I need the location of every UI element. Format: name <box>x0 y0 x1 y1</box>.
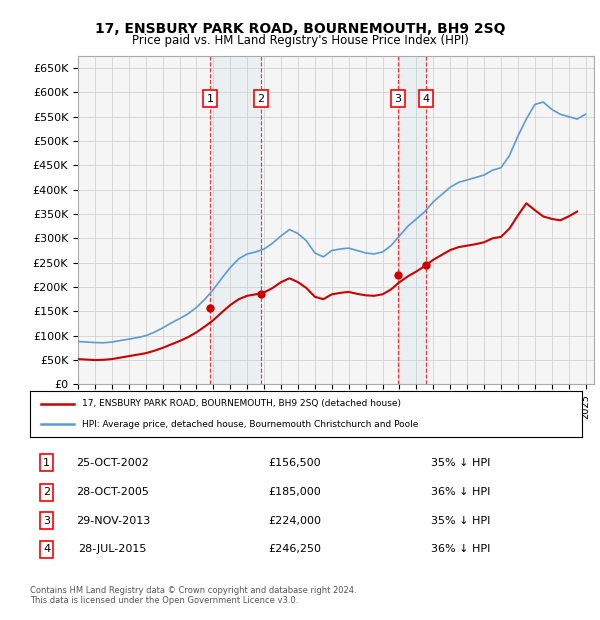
Bar <box>210 56 261 384</box>
Text: 2: 2 <box>43 487 50 497</box>
Text: £185,000: £185,000 <box>269 487 322 497</box>
Bar <box>398 56 426 384</box>
Text: 28-OCT-2005: 28-OCT-2005 <box>76 487 149 497</box>
Text: £224,000: £224,000 <box>268 516 322 526</box>
Text: 25-OCT-2002: 25-OCT-2002 <box>76 458 149 467</box>
Text: £246,250: £246,250 <box>268 544 322 554</box>
Text: 3: 3 <box>394 94 401 104</box>
Text: 35% ↓ HPI: 35% ↓ HPI <box>431 458 490 467</box>
Text: 17, ENSBURY PARK ROAD, BOURNEMOUTH, BH9 2SQ (detached house): 17, ENSBURY PARK ROAD, BOURNEMOUTH, BH9 … <box>82 399 401 408</box>
Text: 1: 1 <box>207 94 214 104</box>
Text: HPI: Average price, detached house, Bournemouth Christchurch and Poole: HPI: Average price, detached house, Bour… <box>82 420 419 428</box>
Text: Price paid vs. HM Land Registry's House Price Index (HPI): Price paid vs. HM Land Registry's House … <box>131 34 469 47</box>
Text: 36% ↓ HPI: 36% ↓ HPI <box>431 487 490 497</box>
Text: 4: 4 <box>422 94 430 104</box>
Text: 4: 4 <box>43 544 50 554</box>
Text: 3: 3 <box>43 516 50 526</box>
Text: 29-NOV-2013: 29-NOV-2013 <box>76 516 150 526</box>
Text: 2: 2 <box>257 94 265 104</box>
Text: Contains HM Land Registry data © Crown copyright and database right 2024.
This d: Contains HM Land Registry data © Crown c… <box>30 586 356 605</box>
Text: 17, ENSBURY PARK ROAD, BOURNEMOUTH, BH9 2SQ: 17, ENSBURY PARK ROAD, BOURNEMOUTH, BH9 … <box>95 22 505 36</box>
Text: 1: 1 <box>43 458 50 467</box>
Text: £156,500: £156,500 <box>269 458 321 467</box>
Text: 35% ↓ HPI: 35% ↓ HPI <box>431 516 490 526</box>
Text: 28-JUL-2015: 28-JUL-2015 <box>79 544 147 554</box>
Text: 36% ↓ HPI: 36% ↓ HPI <box>431 544 490 554</box>
